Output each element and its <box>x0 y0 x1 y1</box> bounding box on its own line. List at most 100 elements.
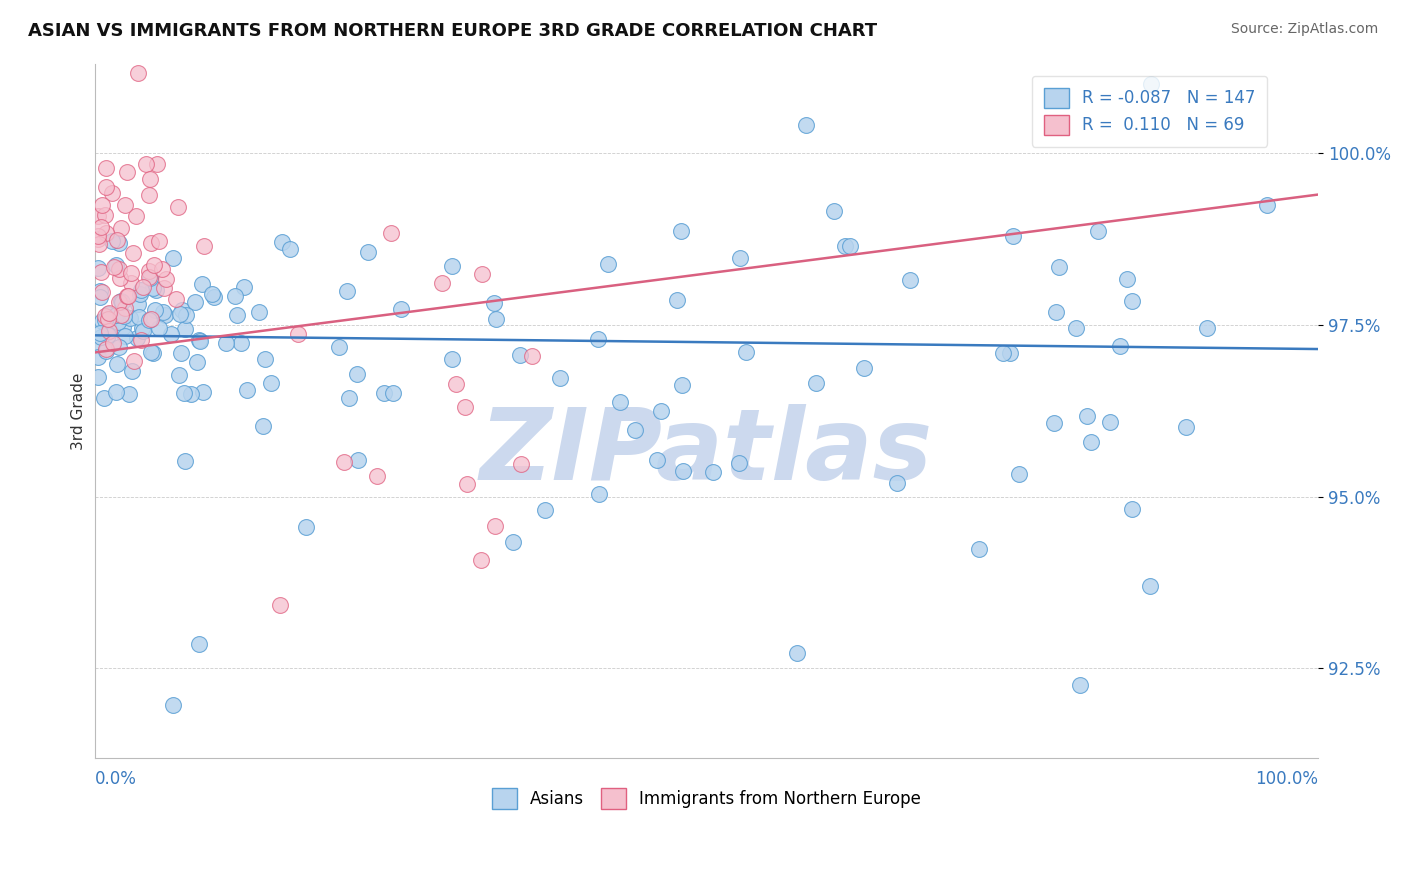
Point <box>183 294 205 309</box>
Point <box>650 404 672 418</box>
Point <box>728 252 751 266</box>
Point <box>104 258 127 272</box>
Text: ZIPatlas: ZIPatlas <box>479 404 934 501</box>
Point <box>90 198 112 212</box>
Point <box>120 276 142 290</box>
Point <box>96 226 118 240</box>
Point <box>1195 321 1218 335</box>
Point <box>97 307 120 321</box>
Point <box>253 352 276 367</box>
Point <box>114 329 136 343</box>
Point <box>148 234 170 248</box>
Point <box>1076 409 1098 423</box>
Point <box>886 475 908 490</box>
Point <box>380 226 402 240</box>
Point <box>98 324 121 338</box>
Point <box>139 344 162 359</box>
Point <box>991 345 1014 359</box>
Point <box>1064 321 1087 335</box>
Legend: Asians, Immigrants from Northern Europe: Asians, Immigrants from Northern Europe <box>485 781 928 815</box>
Point <box>967 542 990 557</box>
Point <box>598 257 620 271</box>
Point <box>112 320 135 334</box>
Point <box>141 311 163 326</box>
Point <box>110 308 132 322</box>
Point <box>93 392 115 406</box>
Point <box>373 386 395 401</box>
Point <box>120 310 142 325</box>
Point <box>97 328 120 343</box>
Point <box>1043 416 1066 430</box>
Point <box>101 336 124 351</box>
Point <box>647 453 669 467</box>
Point <box>108 294 131 309</box>
Point <box>138 313 160 327</box>
Point <box>122 354 145 368</box>
Point <box>153 280 176 294</box>
Point <box>347 453 370 467</box>
Point <box>160 326 183 341</box>
Point <box>202 290 225 304</box>
Point <box>502 535 524 549</box>
Point <box>118 387 141 401</box>
Point <box>1116 271 1139 285</box>
Point <box>107 235 129 250</box>
Point <box>87 369 110 384</box>
Point <box>522 349 544 363</box>
Point <box>117 288 139 302</box>
Point <box>105 385 128 400</box>
Point <box>456 477 478 491</box>
Text: ASIAN VS IMMIGRANTS FROM NORTHERN EUROPE 3RD GRADE CORRELATION CHART: ASIAN VS IMMIGRANTS FROM NORTHERN EUROPE… <box>28 22 877 40</box>
Point <box>93 309 115 323</box>
Point <box>139 172 162 186</box>
Point <box>91 314 114 328</box>
Point <box>794 118 817 132</box>
Point <box>127 66 149 80</box>
Point <box>669 224 692 238</box>
Point <box>1080 434 1102 449</box>
Point <box>440 259 463 273</box>
Point <box>224 289 246 303</box>
Point <box>135 157 157 171</box>
Point <box>165 292 187 306</box>
Point <box>471 267 494 281</box>
Point <box>586 332 609 346</box>
Point <box>294 519 316 533</box>
Point <box>142 280 165 294</box>
Point <box>91 285 114 299</box>
Point <box>271 235 294 250</box>
Point <box>823 204 845 219</box>
Point <box>152 305 174 319</box>
Point <box>998 346 1021 360</box>
Point <box>233 280 256 294</box>
Point <box>138 270 160 285</box>
Point <box>128 310 150 325</box>
Point <box>90 330 112 344</box>
Point <box>1008 467 1031 481</box>
Point <box>94 208 117 222</box>
Point <box>269 599 291 613</box>
Point <box>1087 224 1109 238</box>
Point <box>169 346 191 360</box>
Point <box>1045 304 1067 318</box>
Point <box>1069 678 1091 692</box>
Point <box>1140 77 1163 91</box>
Point <box>128 297 150 311</box>
Point <box>145 283 167 297</box>
Point <box>114 198 136 212</box>
Point <box>609 395 631 409</box>
Point <box>252 418 274 433</box>
Point <box>287 327 309 342</box>
Point <box>215 335 238 350</box>
Point <box>174 308 197 322</box>
Point <box>898 273 921 287</box>
Point <box>107 315 129 329</box>
Point <box>1139 579 1161 593</box>
Point <box>180 387 202 401</box>
Point <box>110 293 132 308</box>
Point <box>485 312 508 326</box>
Point <box>115 165 138 179</box>
Point <box>624 423 647 437</box>
Point <box>804 376 827 391</box>
Point <box>1001 228 1024 243</box>
